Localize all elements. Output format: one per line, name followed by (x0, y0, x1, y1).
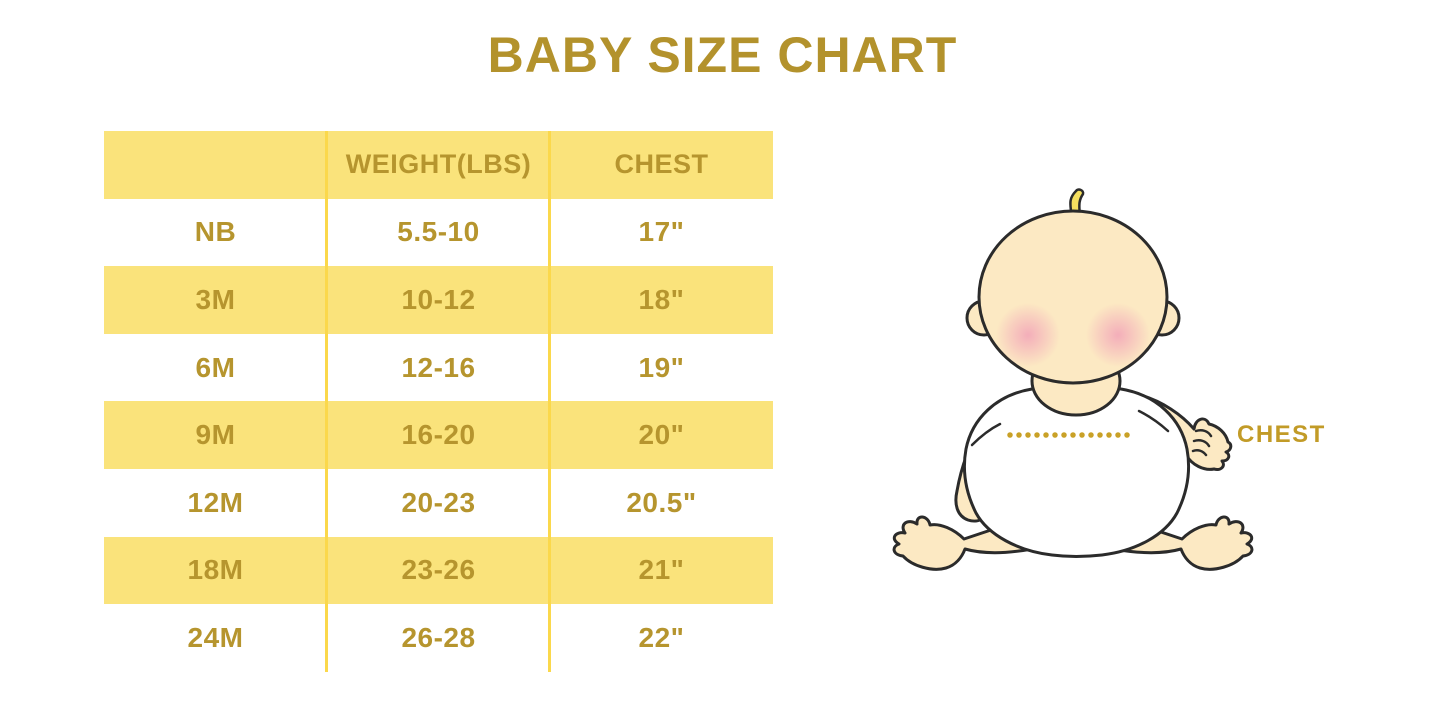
table-row: 6M 12-16 19" (104, 334, 773, 402)
table-row: 12M 20-23 20.5" (104, 469, 773, 537)
header-cell-chest: CHEST (614, 149, 709, 180)
table-row: 3M 10-12 18" (104, 266, 773, 334)
column-separator (548, 131, 551, 672)
table-row: NB 5.5-10 17" (104, 199, 773, 267)
table-row: 9M 16-20 20" (104, 401, 773, 469)
size-cell: 6M (195, 351, 236, 383)
baby-right-cheek (1086, 303, 1150, 367)
size-cell: 18M (187, 554, 244, 586)
size-cell: 3M (195, 283, 236, 315)
chest-cell: 18" (638, 283, 685, 315)
size-table: WEIGHT(LBS) CHEST NB 5.5-10 17" 3M 10-12… (104, 131, 773, 672)
size-cell: NB (194, 216, 237, 248)
weight-cell: 23-26 (401, 554, 476, 586)
size-cell: 12M (187, 486, 244, 518)
weight-cell: 16-20 (401, 419, 476, 451)
header-cell-size (104, 131, 327, 199)
header-cell-weight: WEIGHT(LBS) (345, 149, 532, 180)
weight-cell: 12-16 (401, 351, 476, 383)
table-row: 18M 23-26 21" (104, 536, 773, 605)
page-title: BABY SIZE CHART (487, 27, 958, 83)
size-cell: 9M (195, 419, 236, 451)
chest-cell: 22" (638, 621, 685, 653)
chest-cell: 20" (638, 419, 685, 451)
weight-cell: 20-23 (401, 486, 476, 518)
weight-cell: 5.5-10 (397, 216, 480, 248)
weight-cell: 26-28 (401, 621, 476, 653)
column-separator (325, 131, 328, 672)
table-header-row: WEIGHT(LBS) CHEST (104, 131, 773, 199)
chest-cell: 17" (638, 216, 685, 248)
weight-cell: 10-12 (401, 283, 476, 315)
chest-cell: 21" (638, 554, 685, 586)
baby-drawing (892, 188, 1254, 571)
baby-illustration (880, 183, 1260, 623)
chest-cell: 19" (638, 351, 685, 383)
chest-cell: 20.5" (626, 486, 697, 518)
size-cell: 24M (187, 621, 244, 653)
table-row: 24M 26-28 22" (104, 604, 773, 672)
baby-left-cheek (996, 303, 1060, 367)
baby-torso (962, 383, 1191, 558)
chest-label: CHEST (1237, 421, 1326, 448)
